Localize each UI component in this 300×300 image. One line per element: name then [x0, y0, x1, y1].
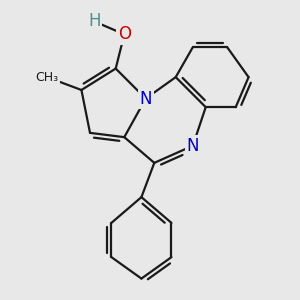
Text: N: N [140, 90, 152, 108]
Text: O: O [118, 25, 131, 43]
Text: H: H [88, 12, 100, 30]
Text: CH₃: CH₃ [36, 70, 59, 84]
Text: N: N [187, 137, 199, 155]
